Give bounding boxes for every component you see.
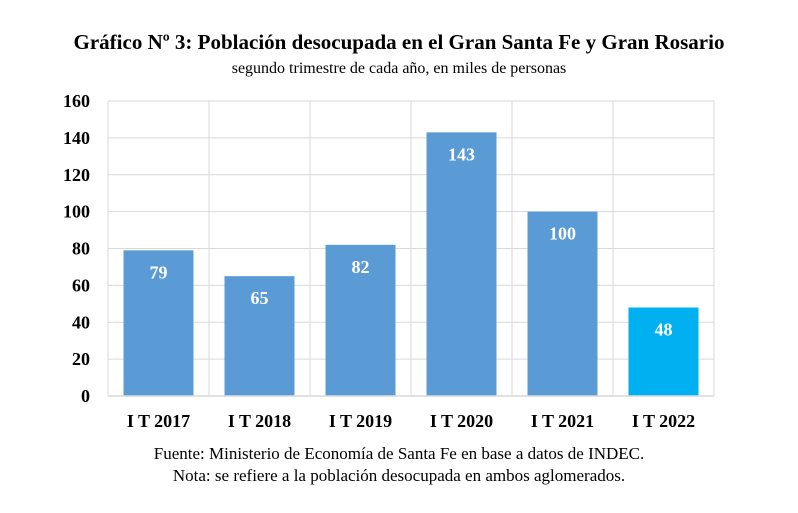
y-tick-label: 140: [63, 128, 90, 148]
data-label: 48: [655, 320, 673, 340]
bar: [123, 250, 194, 396]
bar: [224, 276, 295, 396]
x-tick-label: I T 2019: [329, 411, 392, 431]
footnote: Nota: se refiere a la población desocupa…: [172, 466, 626, 485]
bar: [325, 244, 396, 396]
y-tick-label: 100: [63, 202, 90, 222]
x-tick-label: I T 2020: [430, 411, 493, 431]
y-tick-label: 60: [72, 275, 90, 295]
x-tick-label: I T 2017: [127, 411, 190, 431]
y-tick-label: 0: [81, 386, 90, 406]
bar: [426, 132, 497, 396]
y-tick-label: 20: [72, 349, 90, 369]
x-tick-label: I T 2018: [228, 411, 291, 431]
chart-subtitle: segundo trimestre de cada año, en miles …: [231, 60, 567, 77]
y-tick-label: 80: [72, 239, 90, 259]
x-tick-label: I T 2021: [531, 411, 594, 431]
data-label: 100: [549, 224, 576, 244]
x-tick-label: I T 2022: [632, 411, 695, 431]
data-label: 79: [150, 262, 168, 282]
data-label: 82: [352, 257, 370, 277]
y-tick-label: 160: [63, 91, 90, 111]
data-label: 143: [448, 144, 475, 164]
y-tick-label: 40: [72, 312, 90, 332]
chart-title: Gráfico Nº 3: Población desocupada en el…: [73, 30, 725, 54]
bar: [628, 307, 699, 396]
y-tick-label: 120: [63, 165, 90, 185]
data-label: 65: [251, 288, 269, 308]
source-note: Fuente: Ministerio de Economía de Santa …: [153, 444, 645, 463]
bar: [527, 211, 598, 396]
